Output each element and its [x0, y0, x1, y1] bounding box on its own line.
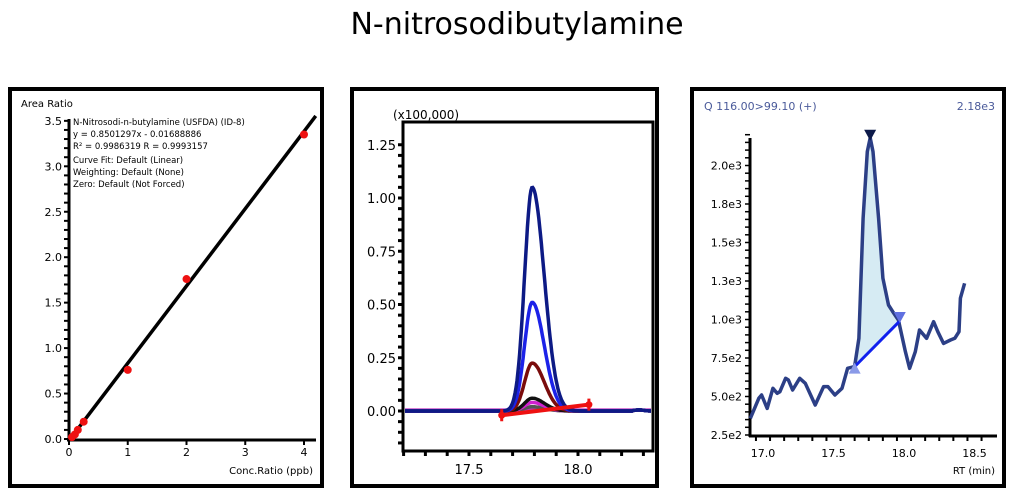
trace-level-1 — [405, 185, 651, 413]
chromatogram-overlay-panel: (x100,000) 0.00 0.25 0.50 0.75 1.00 1.25 17.5 1… — [350, 87, 659, 488]
traces — [405, 185, 651, 418]
quantitation-chromatogram-panel: Q 116.00>99.10 (+) 2.18e3 RT (min) 2.5e2… — [690, 87, 1006, 488]
data-point — [73, 425, 82, 434]
x-tick-label: 18.0 — [564, 463, 593, 478]
panel-frame — [8, 87, 324, 488]
y-tick-label: 3.0 — [45, 160, 63, 173]
annotation-line: y = 0.8501297x - 0.01688886 — [73, 130, 201, 140]
annotation-line: R² = 0.9986319 R = 0.9993157 — [73, 142, 208, 152]
data-point — [123, 365, 132, 374]
y-tick-label: 7.5e2 — [711, 352, 742, 365]
y-tick-label: 0.50 — [367, 299, 396, 314]
peak-apex-marker-icon — [864, 129, 877, 141]
y-unit-label: (x100,000) — [393, 108, 459, 122]
data-point — [300, 130, 308, 139]
y-tick-label: 3.5 — [45, 115, 63, 128]
y-tick-label: 1.5e3 — [711, 237, 742, 250]
y-tick-label: 1.0e3 — [711, 314, 742, 327]
data-point — [182, 275, 191, 284]
x-tick-label: 17.5 — [821, 447, 846, 460]
chromatogram-trace — [748, 136, 967, 420]
x-tick-label: 0 — [66, 446, 73, 459]
data-point — [79, 417, 88, 426]
calibration-panel: Area Ratio Conc.Ratio (ppb) 0.0 0.5 1.0 1.5… — [8, 87, 324, 488]
y-tick-label: 1.25 — [367, 139, 396, 154]
figure-title: N-nitrosodibutylamine — [350, 7, 683, 42]
x-tick-label: 3 — [242, 446, 249, 459]
y-tick-label: 2.0e3 — [711, 160, 742, 173]
y-axis-label: Area Ratio — [21, 99, 73, 110]
panel-frame — [350, 87, 659, 488]
x-axis-label: Conc.Ratio (ppb) — [229, 466, 313, 477]
plot-frame — [401, 120, 655, 453]
y-tick-label: 0.25 — [367, 352, 396, 367]
fit-line — [68, 114, 318, 441]
peak-start-marker-icon — [848, 362, 861, 374]
x-tick-label: 17.5 — [455, 463, 484, 478]
x-tick-label: 17.0 — [751, 447, 776, 460]
y-tick-label: 0.0 — [45, 433, 63, 446]
integration-baseline — [853, 319, 901, 368]
x-tick-label: 4 — [301, 446, 308, 459]
y-tick-label: 1.0 — [45, 342, 63, 355]
x-tick-label: 18.0 — [892, 447, 917, 460]
integration-baseline — [501, 402, 590, 418]
y-tick-label: 5.0e2 — [711, 391, 742, 404]
y-tick-label: 1.5 — [45, 297, 63, 310]
panel-frame — [690, 87, 1006, 488]
y-tick-label: 2.0 — [45, 251, 63, 264]
x-tick-label: 1 — [124, 446, 131, 459]
x-tick-label: 2 — [183, 446, 190, 459]
annotation-line: Weighting: Default (None) — [73, 168, 184, 178]
x-tick-label: 18.5 — [962, 447, 987, 460]
y-tick-label: 2.5e2 — [711, 429, 742, 442]
peak-end-marker-icon — [893, 312, 906, 324]
annotation-line: Curve Fit: Default (Linear) — [73, 156, 183, 166]
annotation-line: Zero: Default (Not Forced) — [73, 180, 185, 190]
y-tick-label: 1.3e3 — [711, 275, 742, 288]
y-tick-label: 0.5 — [45, 388, 63, 401]
y-tick-label: 1.8e3 — [711, 198, 742, 211]
x-axis-label: RT (min) — [953, 466, 995, 477]
y-tick-label: 0.75 — [367, 245, 396, 260]
y-tick-label: 1.00 — [367, 192, 396, 207]
transition-header: Q 116.00>99.10 (+) — [704, 100, 817, 113]
annotation-line: N-Nitrosodi-n-butylamine (USFDA) (ID-8) — [73, 118, 245, 128]
y-tick-label: 0.00 — [367, 405, 396, 420]
max-intensity-label: 2.18e3 — [957, 100, 995, 113]
trace-level-2 — [405, 300, 651, 413]
y-tick-label: 2.5 — [45, 206, 63, 219]
